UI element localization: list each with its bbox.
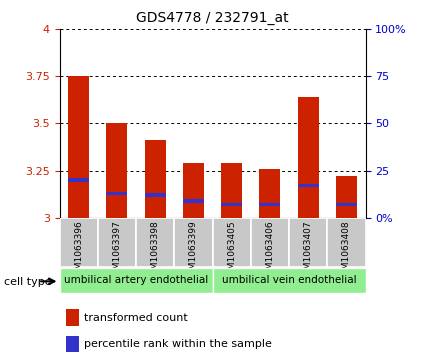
Bar <box>98 218 136 267</box>
Text: GSM1063398: GSM1063398 <box>150 220 160 281</box>
Text: transformed count: transformed count <box>84 313 188 323</box>
Bar <box>106 192 128 195</box>
Bar <box>144 193 166 197</box>
Text: GSM1063405: GSM1063405 <box>227 220 236 281</box>
Text: percentile rank within the sample: percentile rank within the sample <box>84 339 272 349</box>
Text: umbilical vein endothelial: umbilical vein endothelial <box>222 276 356 285</box>
Bar <box>298 97 319 218</box>
Bar <box>327 218 366 267</box>
Bar <box>65 309 79 326</box>
Bar <box>259 203 280 206</box>
Bar <box>68 178 89 182</box>
Bar <box>221 163 242 218</box>
Bar <box>212 268 366 293</box>
Text: GSM1063408: GSM1063408 <box>342 220 351 281</box>
Title: GDS4778 / 232791_at: GDS4778 / 232791_at <box>136 11 289 25</box>
Text: GSM1063396: GSM1063396 <box>74 220 83 281</box>
Bar <box>106 123 128 218</box>
Bar <box>60 268 212 293</box>
Bar <box>336 176 357 218</box>
Bar <box>174 218 212 267</box>
Bar <box>289 218 327 267</box>
Bar <box>144 140 166 218</box>
Text: GSM1063406: GSM1063406 <box>265 220 275 281</box>
Bar <box>212 218 251 267</box>
Bar <box>259 169 280 218</box>
Bar <box>221 203 242 206</box>
Text: cell type: cell type <box>4 277 52 287</box>
Bar <box>251 218 289 267</box>
Bar <box>183 163 204 218</box>
Bar <box>298 184 319 187</box>
Text: umbilical artery endothelial: umbilical artery endothelial <box>64 276 208 285</box>
Text: GSM1063399: GSM1063399 <box>189 220 198 281</box>
Text: GSM1063407: GSM1063407 <box>303 220 313 281</box>
Bar <box>336 203 357 206</box>
Bar <box>183 199 204 203</box>
Bar <box>60 218 98 267</box>
Text: GSM1063397: GSM1063397 <box>112 220 122 281</box>
Bar <box>65 336 79 352</box>
Bar <box>68 76 89 218</box>
Bar <box>136 218 174 267</box>
